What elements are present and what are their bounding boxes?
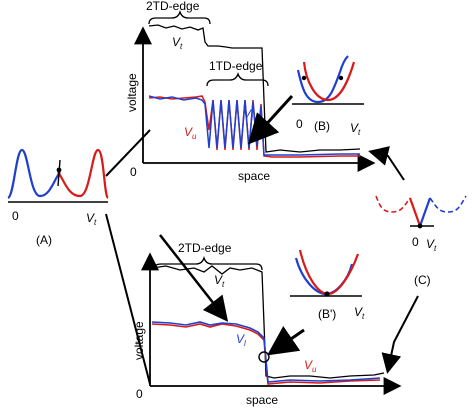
inset-a-vt-label: Vt <box>86 211 97 227</box>
top-brace-1td-label: 1TD-edge <box>209 59 263 73</box>
inset-bp-red-well <box>298 249 360 296</box>
bottom-vu-label: Vu <box>304 358 317 374</box>
inset-a-caption: (A) <box>36 233 52 247</box>
inset-a-zero-label: 0 <box>12 209 19 223</box>
bottom-brace-2td <box>153 255 263 271</box>
bottom-ylabel: voltage <box>132 321 146 360</box>
inset-c-dot <box>417 223 423 229</box>
inset-c-blue-dashed <box>429 195 467 213</box>
bottom-vu-curve <box>151 323 381 385</box>
inset-b-zero-label: 0 <box>296 117 303 131</box>
top-vt-curve <box>148 24 361 153</box>
top-brace-2td <box>148 9 211 25</box>
bottom-crossing-circle <box>258 351 270 363</box>
bottom-vl-label: Vl <box>236 332 246 348</box>
inset-bp-vt-label: Vt <box>354 305 365 321</box>
top-brace-1td <box>206 71 269 87</box>
top-vl-curve <box>148 95 360 156</box>
arrow-b-to-top <box>247 94 294 145</box>
inset-a: 0 Vt (A) <box>7 148 109 247</box>
arrow-top-to-bottom <box>159 234 229 322</box>
inset-b-dot-right <box>338 75 344 81</box>
bottom-vt-curve <box>151 265 385 379</box>
top-origin-label: 0 <box>130 165 137 179</box>
inset-b-blue-well <box>296 69 342 104</box>
arrow-a-to-top <box>105 129 151 177</box>
top-vu-label: Vu <box>184 125 197 141</box>
bottom-origin-label: 0 <box>136 387 143 401</box>
top-brace-2td-label: 2TD-edge <box>146 0 200 13</box>
inset-c-vt-label: Vt <box>426 237 437 253</box>
inset-bp: (B') Vt <box>290 249 365 321</box>
inset-a-dot <box>56 167 62 173</box>
bottom-vt-label: Vt <box>214 273 225 289</box>
arrow-c-to-bottom <box>381 295 419 374</box>
top-plot: voltage space 0 2TD-edge 1TD-edge Vt Vl … <box>125 0 376 183</box>
bottom-xlabel: space <box>246 393 278 407</box>
arrow-a-to-bottom <box>105 213 151 385</box>
inset-bp-dot <box>324 291 330 297</box>
bottom-vl-curve <box>151 321 381 383</box>
inset-c-caption: (C) <box>414 273 431 287</box>
inset-c-red-dashed <box>375 195 411 213</box>
inset-a-tick <box>57 159 61 187</box>
inset-c: 0 Vt (C) <box>375 195 467 287</box>
top-vt-label: Vt <box>172 35 183 51</box>
bottom-plot: voltage space 0 2TD-edge Vt Vl Vu <box>132 241 402 407</box>
bottom-brace-2td-label: 2TD-edge <box>178 241 232 255</box>
inset-c-blue-line <box>418 197 432 227</box>
arrow-bp-to-bottom <box>267 326 305 356</box>
arrow-c-to-top <box>368 146 405 181</box>
inset-b-dot-left <box>301 75 307 81</box>
top-ylabel: voltage <box>125 73 139 112</box>
inset-a-blue-curve <box>7 148 61 200</box>
top-xlabel: space <box>238 169 270 183</box>
inset-b-blue-tail <box>338 55 349 73</box>
inset-b: 0 (B) Vt <box>292 55 364 137</box>
inset-b-vt-label: Vt <box>350 121 361 137</box>
inset-b-red-well <box>302 61 356 102</box>
inset-bp-caption: (B') <box>318 307 336 321</box>
inset-b-caption: (B) <box>314 119 330 133</box>
inset-c-zero-label: 0 <box>412 235 419 249</box>
inset-a-red-curve <box>57 148 109 199</box>
inset-c-red-line <box>408 197 422 227</box>
